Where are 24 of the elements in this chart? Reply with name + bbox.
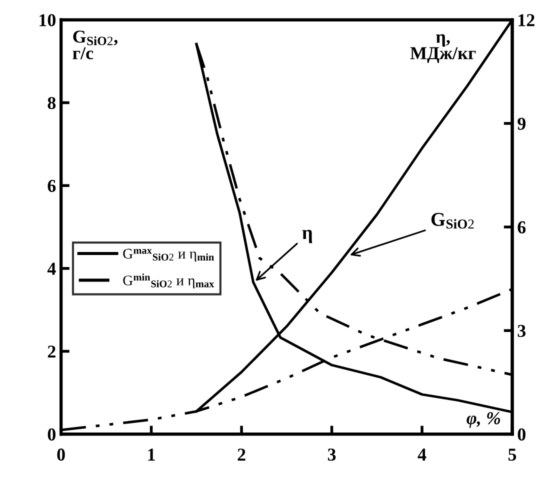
y-tick-label: 8 [48, 96, 56, 110]
y-tick-label: 10 [40, 14, 56, 26]
y2-tick-label: 12 [518, 14, 534, 26]
x-tick-label: 0 [57, 448, 65, 461]
legend-label: G$^{max}$$_{SiO2}$ и η$_{min}$ [123, 248, 214, 262]
x-tick-label: 2 [238, 448, 246, 461]
legend-label: G$^{min}$$_{SiO2}$ и η$_{max}$ [123, 273, 214, 288]
y-tick-label: 6 [48, 180, 56, 192]
y2-tick-label: 9 [518, 118, 526, 130]
x-tick-label: 5 [508, 448, 516, 461]
y-axis-title: G$_{SiO2}$, г/с [72, 30, 118, 60]
y2-tick-label: 3 [518, 324, 526, 338]
x-axis-title: φ, % [466, 412, 500, 428]
y2-tick-label: 6 [518, 221, 526, 234]
y-tick-label: 0 [48, 428, 56, 441]
y-tick-label: 4 [47, 262, 56, 275]
annotation: η [302, 230, 312, 244]
y2-axis-title: η, МДж/кг [410, 34, 476, 63]
x-tick-label: 1 [148, 448, 155, 461]
y-tick-label: 2 [48, 346, 56, 358]
x-tick-label: 3 [328, 448, 336, 461]
annotation: G$_{SiO2}$ [431, 212, 474, 229]
y2-tick-label: 0 [518, 428, 526, 441]
x-tick-label: 4 [418, 448, 426, 461]
